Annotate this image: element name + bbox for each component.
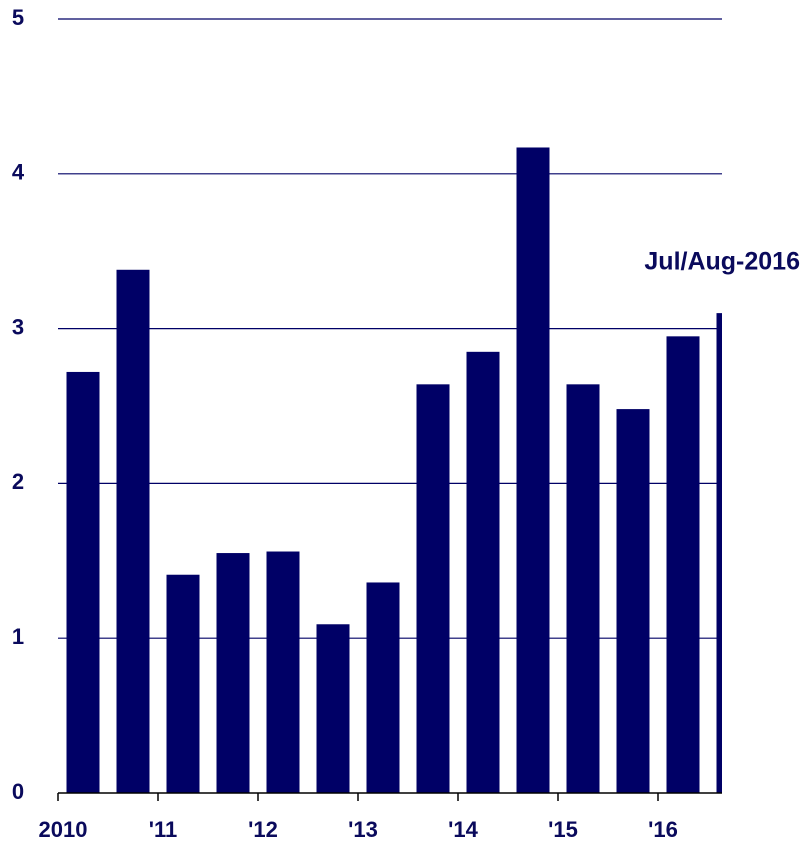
bar [616, 409, 650, 793]
bar [216, 553, 250, 793]
bar [416, 384, 450, 793]
x-tick-label: 2010 [39, 817, 88, 842]
axes: 0 1 2 3 4 5 2010 '11 '12 '13 '14 '15 '16 [12, 5, 722, 842]
bars [66, 147, 722, 793]
y-tick-label: 0 [12, 779, 24, 804]
y-tick-label: 3 [12, 314, 24, 339]
bar [116, 269, 150, 793]
bar [266, 551, 300, 793]
x-tick-label: '11 [149, 817, 178, 842]
x-tick-label: '16 [648, 817, 678, 842]
y-tick-label: 1 [12, 624, 24, 649]
bar [366, 582, 400, 793]
x-tick-label: '15 [548, 817, 578, 842]
y-tick-label: 5 [12, 5, 24, 30]
x-tick-label: '12 [248, 817, 278, 842]
y-tick-label: 2 [12, 469, 24, 494]
x-tick-label: '13 [348, 817, 378, 842]
y-tick-label: 4 [12, 160, 25, 185]
x-tick-label: '14 [448, 817, 478, 842]
bar [166, 574, 200, 793]
bar [516, 147, 550, 793]
bar [316, 624, 350, 793]
bar [666, 336, 700, 793]
grid [58, 18, 722, 639]
bar [716, 313, 722, 793]
bar [66, 371, 100, 793]
bar [566, 384, 600, 793]
annotation: Jul/Aug-2016 [644, 248, 800, 276]
bar [466, 351, 500, 793]
